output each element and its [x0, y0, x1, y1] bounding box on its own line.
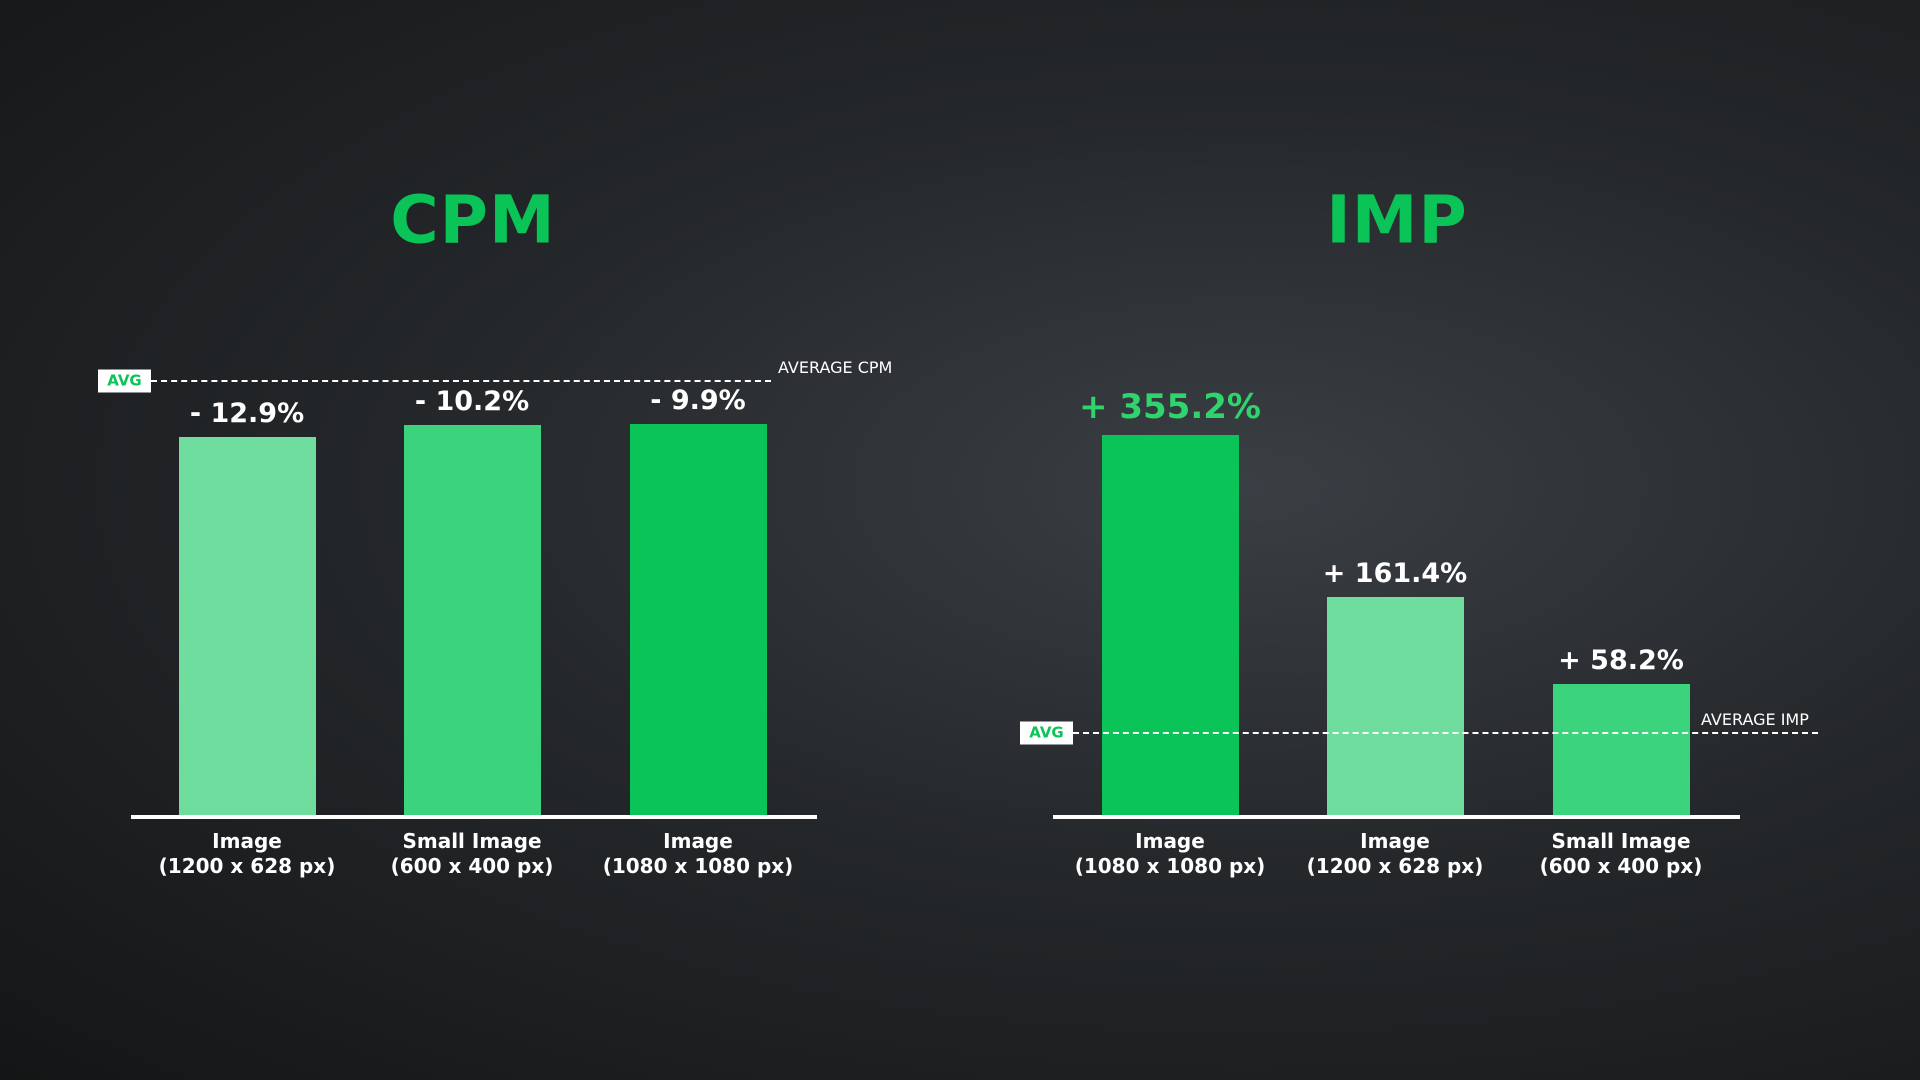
bar	[629, 424, 767, 817]
value-label: + 355.2%	[1079, 386, 1261, 427]
x-tick-label: Small Image (600 x 400 px)	[1539, 829, 1703, 878]
value-label: - 9.9%	[650, 385, 746, 417]
x-tick-label: Image (1200 x 628 px)	[1306, 829, 1484, 878]
chart-title: CPM	[390, 181, 556, 259]
bar	[1326, 597, 1464, 817]
value-label: - 10.2%	[414, 386, 530, 418]
bar	[403, 425, 541, 817]
average-line	[1073, 732, 1818, 734]
x-tick-label: Image (1200 x 628 px)	[158, 829, 336, 878]
axis-line	[131, 815, 817, 819]
value-label: + 58.2%	[1558, 645, 1684, 677]
chart-title: IMP	[1326, 181, 1468, 259]
avg-badge: AVG	[1020, 721, 1073, 745]
bar	[178, 437, 316, 817]
average-line	[151, 380, 771, 382]
bar	[1552, 684, 1690, 817]
value-label: + 161.4%	[1322, 558, 1468, 590]
value-label: - 12.9%	[189, 398, 305, 430]
avg-badge: AVG	[98, 369, 151, 393]
x-tick-label: Image (1080 x 1080 px)	[1074, 829, 1266, 878]
x-tick-label: Image (1080 x 1080 px)	[602, 829, 794, 878]
bar	[1101, 434, 1239, 817]
average-label: AVERAGE CPM	[778, 358, 893, 377]
axis-line	[1053, 815, 1740, 819]
x-tick-label: Small Image (600 x 400 px)	[390, 829, 554, 878]
average-label: AVERAGE IMP	[1701, 710, 1809, 729]
